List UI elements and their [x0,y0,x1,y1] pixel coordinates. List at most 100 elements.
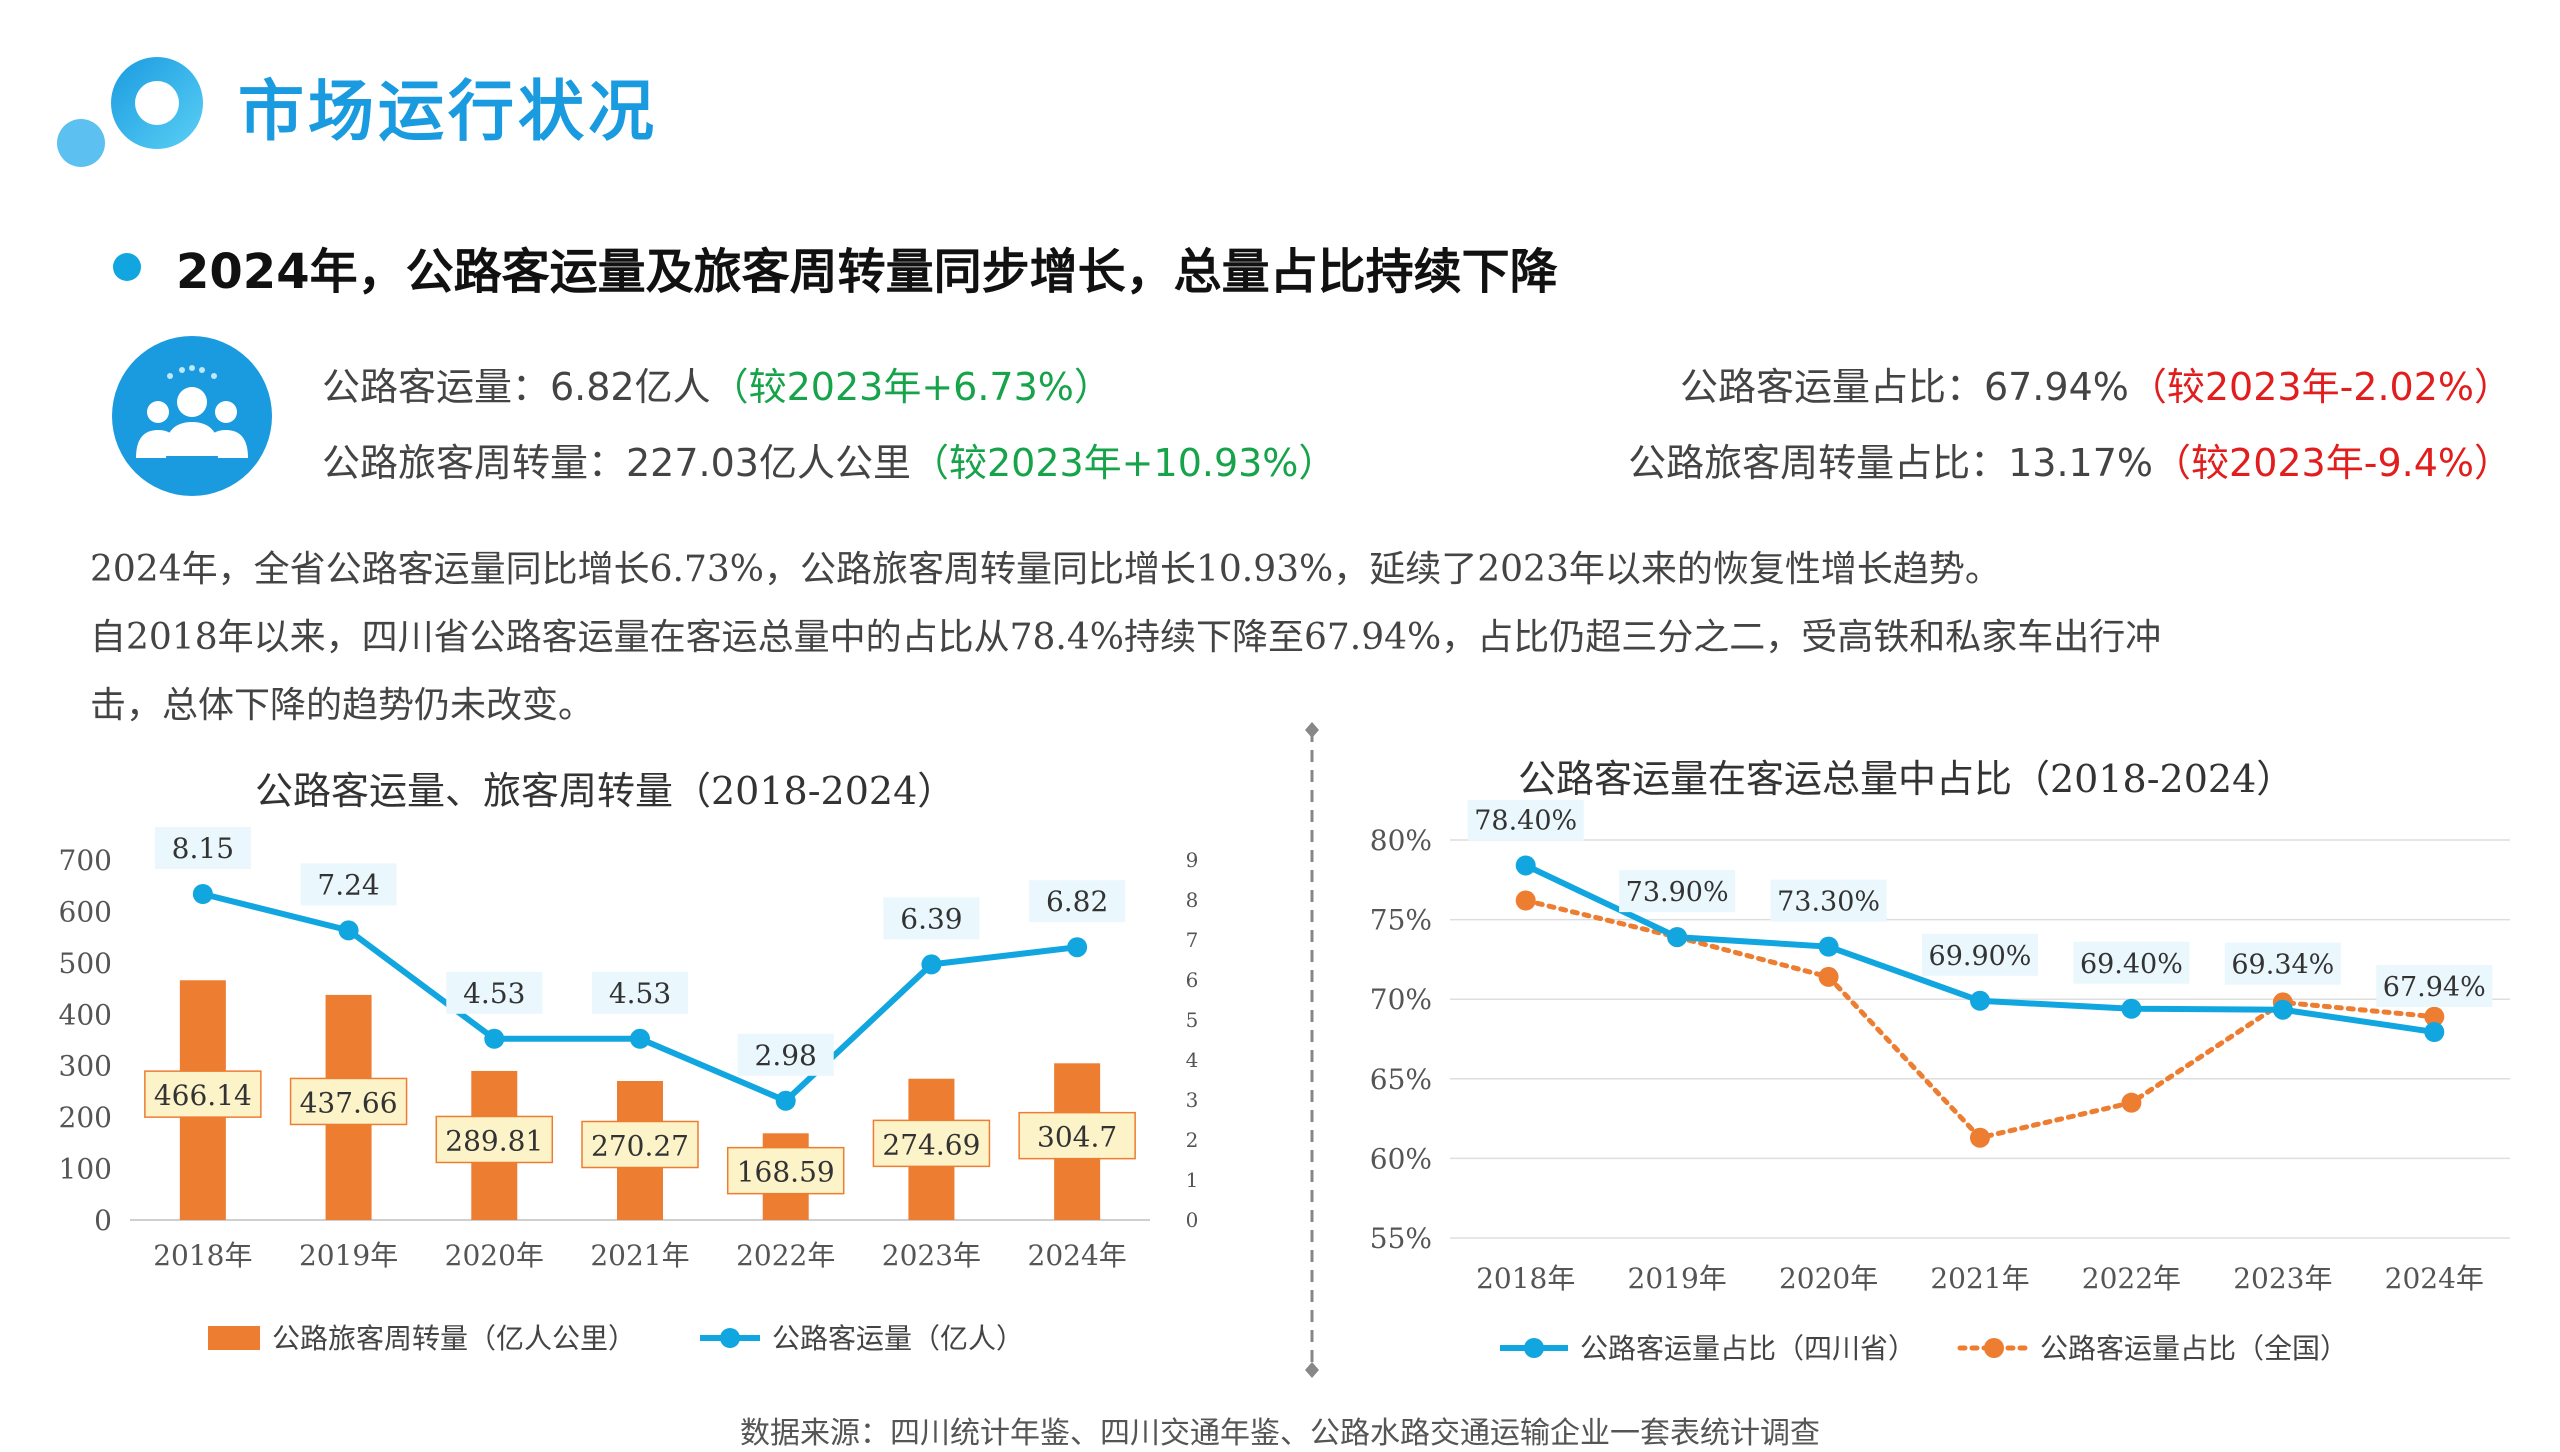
logo-icon [57,57,203,167]
bar-data-label: 304.7 [1037,1121,1117,1154]
right-chart-title: 公路客运量在客运总量中占比（2018-2024） [1518,757,2295,801]
line-label-box [1029,880,1126,923]
line-data-label: 2.98 [755,1039,817,1072]
x-tick-label: 2018年 [1476,1262,1575,1295]
bar-label-box [144,1070,262,1118]
y-tick-label: 65% [1370,1063,1432,1096]
legend-line-marker [720,1328,740,1348]
stat-turnover-share-label: 公路旅客周转量占比：13.17% [1628,441,2154,485]
paragraph-line-1: 2024年，全省公路客运量同比增长6.73%，公路旅客周转量同比增长10.93%… [90,549,2001,590]
x-tick-label: 2021年 [1930,1262,2029,1295]
legend-sichuan-marker [1524,1338,1544,1358]
x-tick-label: 2021年 [590,1239,689,1272]
x-tick-label: 2022年 [2082,1262,2181,1295]
bar-data-label: 270.27 [591,1130,689,1163]
line-data-label: 4.53 [463,977,525,1010]
stat-turnover-share-change: （较2023年-9.4%） [2153,441,2512,485]
sichuan-point-6 [2424,1021,2445,1042]
people-group-icon [112,336,272,496]
y-right-tick-label: 8 [1186,888,1199,912]
legend-national-marker [1984,1338,2004,1358]
y-right-tick-label: 2 [1186,1128,1199,1152]
stat-passenger-turnover: 公路旅客周转量：227.03亿人公里（较2023年+10.93%） [322,432,1336,487]
line-data-label: 73.30% [1777,887,1880,918]
line-point-3 [630,1028,650,1049]
bar-label-box [872,1119,991,1168]
y-right-tick-label: 6 [1186,968,1199,992]
line-label-box [1922,933,2038,976]
y-left-tick-label: 100 [59,1153,112,1186]
line-data-label: 8.15 [172,832,234,865]
bar-label-box [726,1146,845,1195]
line-data-label: 6.82 [1046,885,1108,918]
bar-label-box [581,1120,699,1169]
line-label-box [592,971,688,1014]
line-label-box [2376,964,2493,1007]
x-tick-label: 2024年 [1028,1239,1127,1272]
sichuan-point-1 [1667,927,1688,948]
national-point-4 [2121,1092,2142,1113]
y-left-tick-label: 400 [59,998,112,1031]
sichuan-point-0 [1515,855,1536,876]
stat-volume-share: 公路客运量占比：67.94%（较2023年-2.02%） [1680,356,2512,411]
stat-turnover-share: 公路旅客周转量占比：13.17%（较2023年-9.4%） [1628,432,2512,487]
bar-data-label: 274.69 [882,1128,980,1161]
y-left-tick-label: 200 [59,1101,112,1134]
y-tick-label: 70% [1370,983,1432,1016]
bar-label-box [1018,1111,1136,1160]
line-data-label: 6.39 [900,902,962,935]
y-left-tick-label: 300 [59,1050,112,1083]
national-point-0 [1515,890,1536,911]
line-data-label: 78.40% [1474,805,1577,836]
bar-label-box [289,1077,408,1126]
national-point-6 [2424,1006,2445,1027]
x-tick-label: 2020年 [1779,1262,1878,1295]
line-point-1 [338,920,359,941]
legend-national-label: 公路客运量占比（全国） [2040,1332,2348,1365]
x-tick-label: 2024年 [2385,1262,2484,1295]
page-title: 市场运行状况 [238,73,658,150]
x-tick-label: 2023年 [2233,1262,2332,1295]
y-left-tick-label: 600 [59,895,112,928]
line-label-box [883,897,980,940]
y-right-tick-label: 3 [1186,1088,1199,1112]
right-chart: 55% 60% 65% 70% 75% 80% 78.40% 73.90% 73.30% 69.9… [1370,800,2510,1365]
data-source-note: 数据来源：四川统计年鉴、四川交通年鉴、公路水路交通运输企业一套表统计调查 [740,1416,1820,1451]
y-tick-label: 60% [1370,1142,1432,1175]
x-tick-label: 2019年 [1628,1262,1727,1295]
stat-passenger-volume-change: （较2023年+6.73%） [710,365,1112,409]
legend-bar-swatch [208,1326,260,1350]
line-data-label: 7.24 [317,868,379,901]
y-right-tick-label: 7 [1186,928,1199,952]
legend-bar-label: 公路旅客周转量（亿人公里） [272,1322,636,1355]
line-data-label: 73.90% [1626,877,1729,908]
line-point-6 [1067,937,1088,958]
line-label-box [446,971,543,1014]
line-label-box [737,1033,834,1076]
bar-data-label: 437.66 [300,1086,398,1119]
x-tick-label: 2019年 [299,1239,398,1272]
line-data-label: 69.40% [2080,949,2183,980]
national-point-2 [1818,966,1839,987]
line-data-label: 4.53 [609,977,671,1010]
paragraph-line-3: 击，总体下降的趋势仍未改变。 [90,685,595,726]
bar-data-label: 168.59 [737,1156,835,1189]
y-right-tick-label: 9 [1186,848,1199,872]
subheading: 2024年，公路客运量及旅客周转量同步增长，总量占比持续下降 [176,244,1558,300]
y-tick-label: 80% [1370,824,1432,857]
y-tick-label: 75% [1370,904,1432,937]
line-point-4 [775,1090,796,1111]
line-label-box [1467,800,1584,841]
left-chart: 0 100 200 300 400 500 600 700 0 1 2 3 4 5 6 7 8 9 466.14 43… [59,827,1199,1355]
y-right-tick-label: 5 [1186,1008,1199,1032]
line-label-box [1770,879,1887,922]
legend-line-label: 公路客运量（亿人） [772,1322,1024,1355]
sichuan-point-4 [2121,998,2142,1019]
line-data-label: 69.34% [2231,950,2334,981]
stat-passenger-volume: 公路客运量：6.82亿人（较2023年+6.73%） [322,356,1112,411]
x-tick-label: 2023年 [882,1239,981,1272]
left-chart-title: 公路客运量、旅客周转量（2018-2024） [255,769,956,813]
line-label-box [2073,941,2190,984]
bullet-dot-icon [113,253,141,281]
line-point-2 [484,1028,505,1049]
